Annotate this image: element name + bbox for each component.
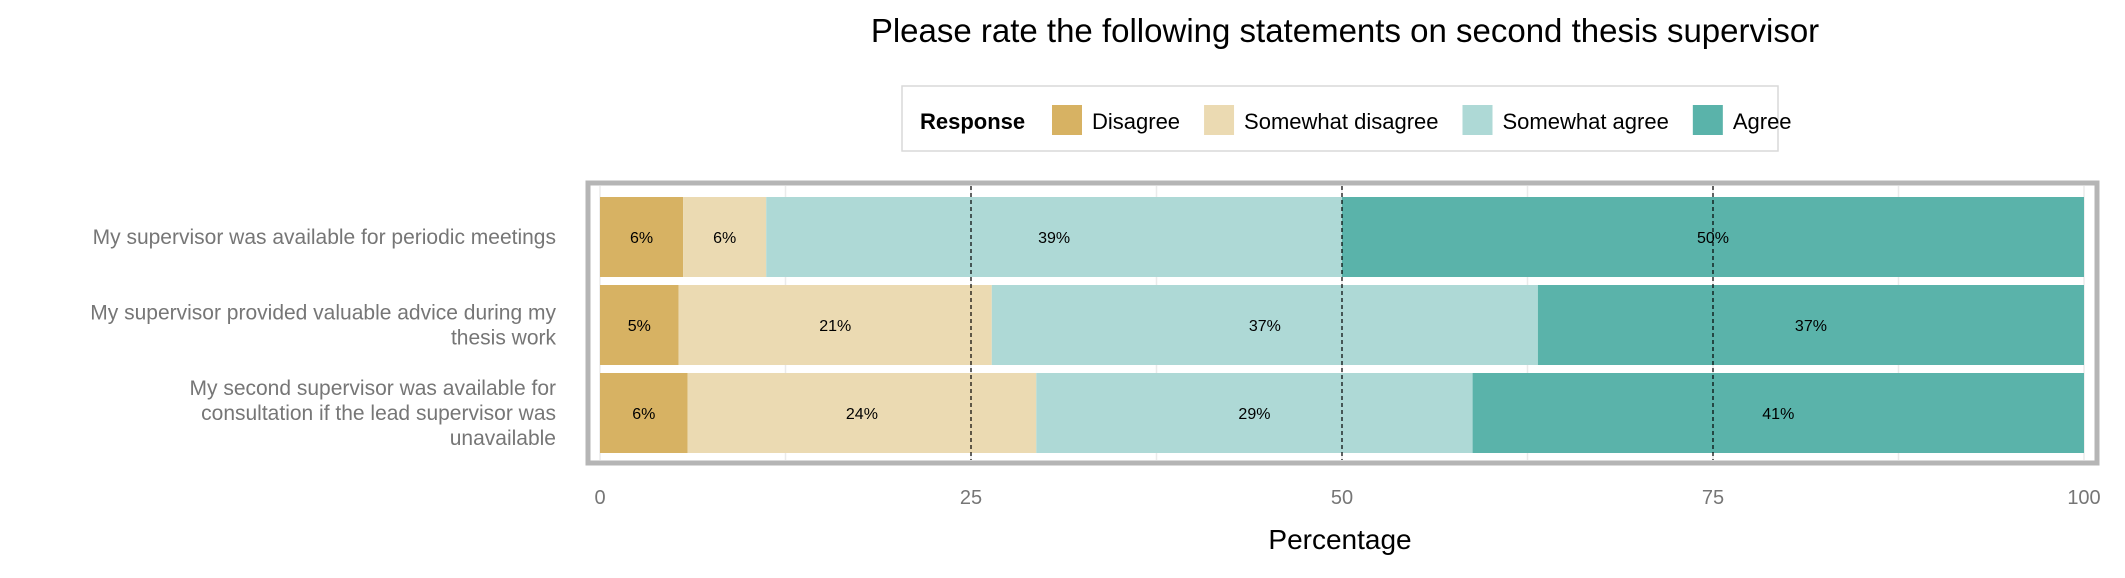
bar-segment — [1537, 285, 2084, 365]
category-label: My supervisor was available for periodic… — [93, 226, 556, 249]
bar-data-label: 37% — [1795, 318, 1827, 335]
bar-data-label: 6% — [632, 406, 655, 423]
bar-segment — [1036, 373, 1473, 453]
legend-label: Somewhat disagree — [1244, 109, 1438, 134]
bar-data-label: 6% — [713, 230, 736, 247]
legend-label: Agree — [1733, 109, 1792, 134]
bar-data-label: 39% — [1038, 230, 1070, 247]
x-tick-label: 50 — [1331, 487, 1353, 509]
plot-area: 6% 6% 39% 50%5% 21% 37% 37%6% 24% 29% 41%My super… — [90, 180, 2101, 509]
legend-title: Response — [920, 109, 1025, 134]
bar-data-label: 37% — [1249, 318, 1281, 335]
legend-box — [901, 85, 1779, 152]
category-label: consultation if the lead supervisor was — [201, 402, 556, 425]
bar-segment — [1472, 373, 2084, 453]
bar-segment — [678, 285, 992, 365]
legend: Response Disagree Somewhat disagree Somewh… — [901, 85, 1792, 152]
bar-data-label: 41% — [1762, 406, 1794, 423]
chart-title: Please rate the following statements on … — [871, 12, 1819, 49]
x-tick-label: 75 — [1702, 487, 1724, 509]
bar-data-label: 24% — [846, 406, 878, 423]
bar-segment — [687, 373, 1037, 453]
legend-swatch — [1052, 105, 1082, 135]
bar-segment — [600, 373, 688, 453]
legend-swatch — [1462, 105, 1493, 135]
category-label: thesis work — [451, 327, 557, 350]
bar-data-label: 5% — [628, 318, 651, 335]
bar-data-label: 6% — [630, 230, 653, 247]
category-label: unavailable — [450, 427, 556, 450]
x-tick-label: 0 — [594, 487, 605, 509]
bar-segment — [600, 285, 679, 365]
bar-segment — [766, 197, 1342, 277]
x-tick-label: 25 — [960, 487, 982, 509]
x-axis-title: Percentage — [1268, 524, 1411, 555]
x-tick-label: 100 — [2067, 487, 2100, 509]
bar-data-label: 21% — [819, 318, 851, 335]
bar-data-label: 29% — [1238, 406, 1270, 423]
category-label: My second supervisor was available for — [190, 377, 557, 400]
legend-label: Somewhat agree — [1503, 109, 1669, 134]
bar-segment — [683, 197, 767, 277]
bar-segment — [991, 285, 1538, 365]
category-label: My supervisor provided valuable advice d… — [90, 302, 556, 325]
legend-label: Disagree — [1092, 109, 1180, 134]
legend-swatch — [1204, 105, 1235, 135]
bar-segment — [600, 197, 684, 277]
legend-swatch — [1692, 105, 1723, 135]
